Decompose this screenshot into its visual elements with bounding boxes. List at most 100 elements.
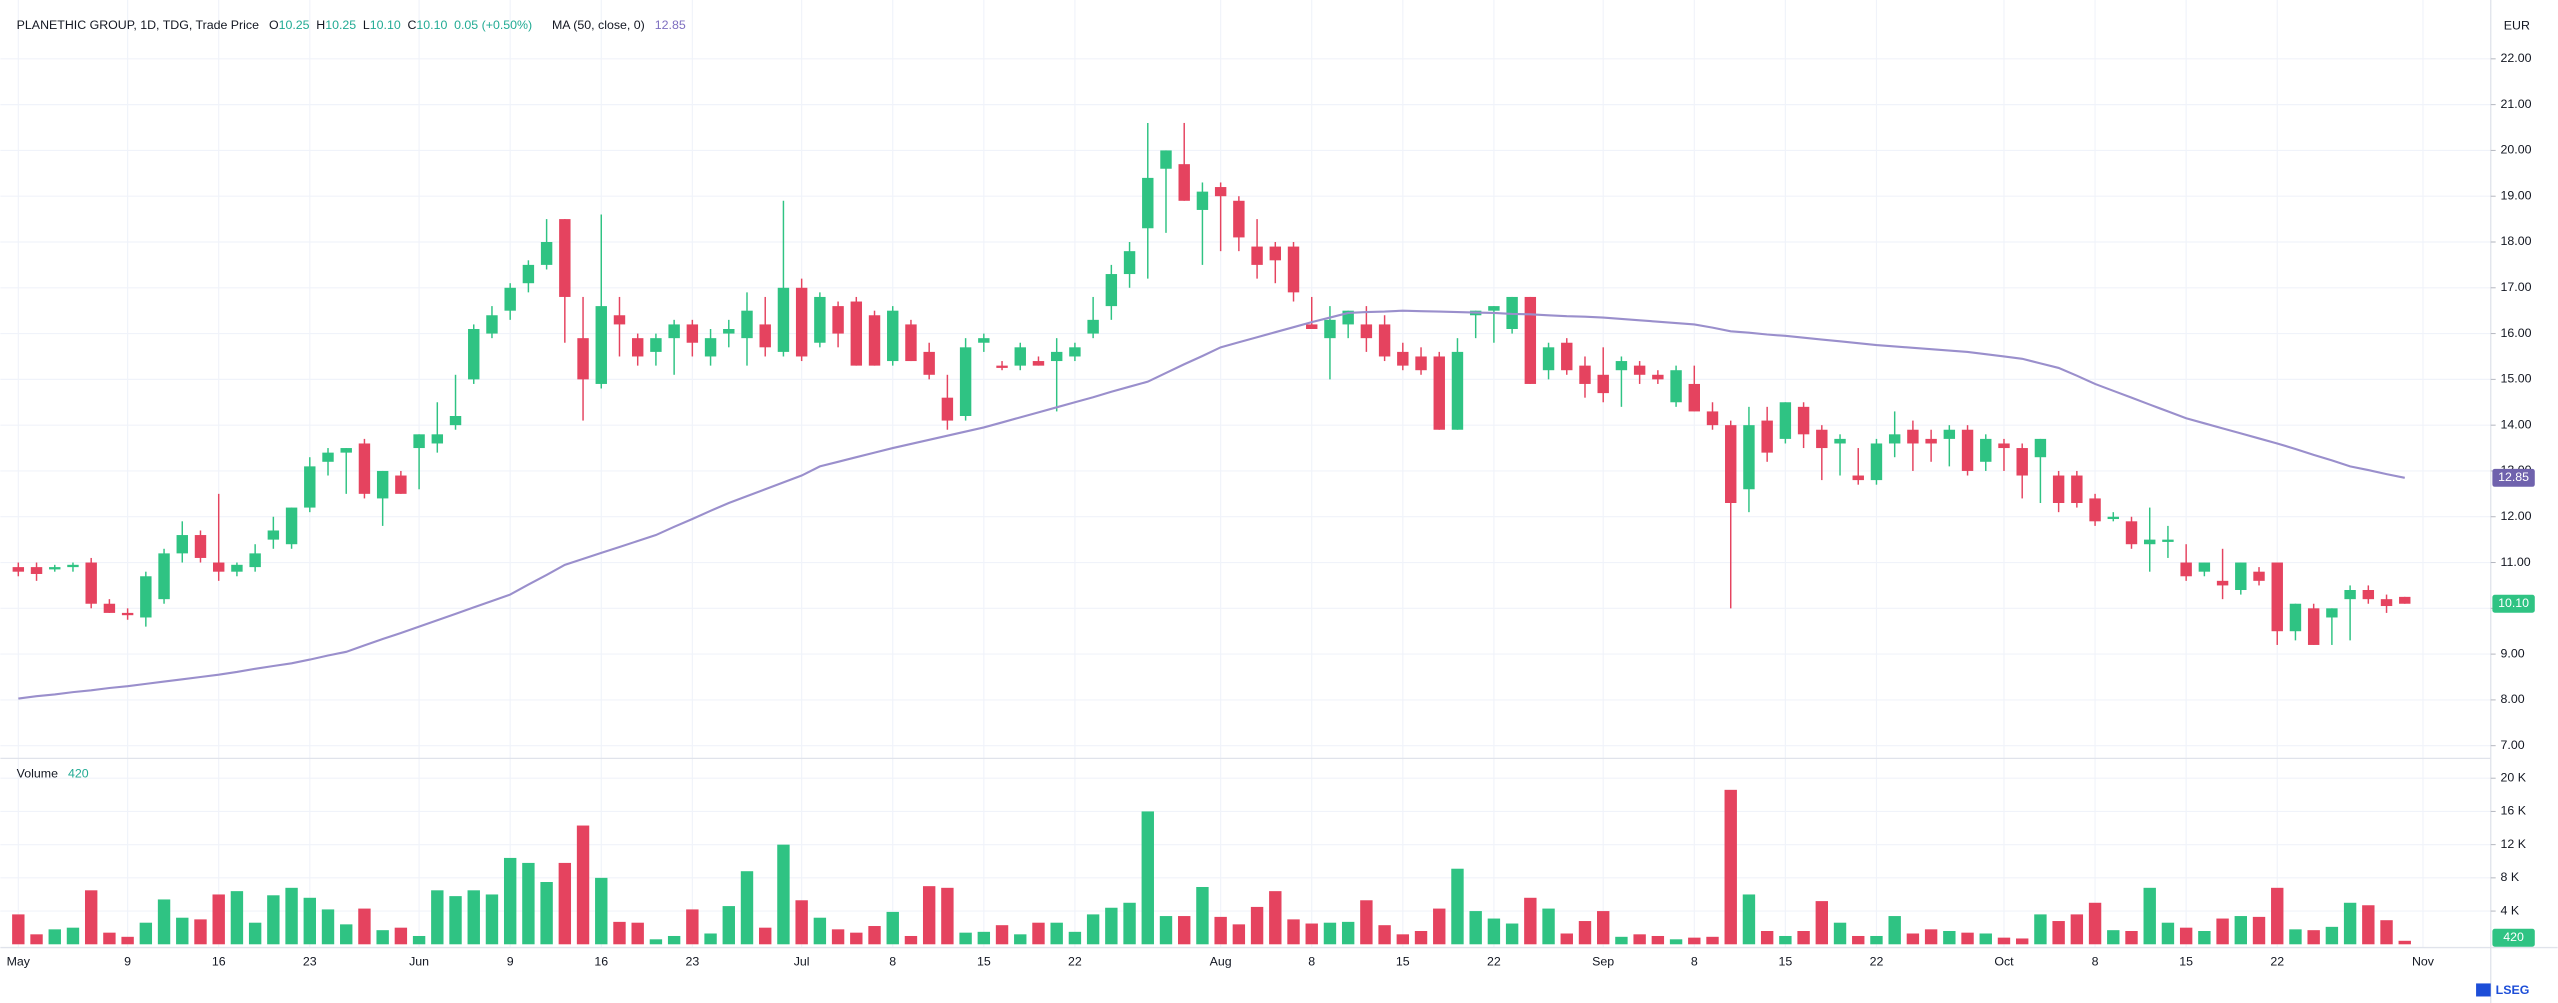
volume-bar xyxy=(1888,916,1901,945)
candle-body xyxy=(267,530,280,540)
y-tick-label: 14.00 xyxy=(2501,417,2532,431)
candle-body xyxy=(1907,429,1919,444)
candle-body xyxy=(1688,383,1700,412)
candle-body xyxy=(85,562,97,604)
candle-body xyxy=(1561,342,1573,371)
volume-bar xyxy=(248,922,262,945)
candle-body xyxy=(158,553,170,600)
volume-bar xyxy=(740,871,754,945)
candle-body xyxy=(1670,370,1682,403)
volume-bar xyxy=(1651,935,1665,945)
candle-body xyxy=(1397,351,1409,366)
x-tick-label: 9 xyxy=(124,954,131,968)
x-tick-label: 8 xyxy=(889,954,896,968)
candle-body xyxy=(1706,411,1719,426)
volume-bar xyxy=(1724,789,1737,945)
candle-body xyxy=(1032,361,1045,366)
candle-body xyxy=(522,264,535,284)
candle-body xyxy=(2198,562,2211,572)
candle-body xyxy=(2271,562,2283,632)
volume-bar xyxy=(412,935,426,945)
volume-bar xyxy=(2398,940,2411,945)
volume-bar xyxy=(759,927,772,945)
candle-body xyxy=(631,338,644,357)
candle-body xyxy=(2362,590,2375,600)
volume-bar xyxy=(1924,929,1938,945)
volume-bar xyxy=(1232,924,1246,945)
volume-bar xyxy=(1123,902,1136,945)
grid xyxy=(0,0,2491,948)
candle-body xyxy=(650,338,662,352)
candle-body xyxy=(2326,608,2338,618)
candle-body xyxy=(504,287,516,311)
volume-bar xyxy=(485,894,499,945)
volume-bar xyxy=(1524,897,1537,945)
candle-body xyxy=(850,301,863,366)
volume-bar xyxy=(2179,927,2193,945)
volume-bar xyxy=(230,891,244,945)
candle-body xyxy=(959,347,972,417)
y-tick-label: 18.00 xyxy=(2501,234,2532,248)
volume-bar xyxy=(376,930,389,945)
y-tick-label: 8.00 xyxy=(2501,692,2525,706)
candle-body xyxy=(2125,521,2138,545)
volume-bar xyxy=(1597,911,1610,945)
volume-bar xyxy=(449,896,462,945)
volume-bar xyxy=(467,890,480,945)
volume-bar xyxy=(1414,931,1428,945)
x-tick-label: 8 xyxy=(2092,954,2099,968)
candle-body xyxy=(1834,438,1846,444)
volume-bar xyxy=(613,921,626,945)
volume-bar xyxy=(2143,887,2156,945)
candle-body xyxy=(1069,347,1081,357)
volume-bar xyxy=(886,911,899,945)
volume-bar xyxy=(977,931,991,945)
volume-bar xyxy=(649,939,663,945)
volume-bar xyxy=(303,897,316,945)
candle-body xyxy=(1123,251,1136,275)
y-tick-label: 17.00 xyxy=(2501,280,2532,294)
volume-last-label: 420 xyxy=(2503,930,2524,944)
volume-bar xyxy=(795,900,808,945)
candle-body xyxy=(103,603,116,613)
candle-body xyxy=(2071,475,2083,504)
candle-body xyxy=(2216,580,2229,586)
volume-bar xyxy=(1086,914,1100,945)
volume-bar xyxy=(321,909,335,945)
candle-body xyxy=(1925,438,1937,444)
candle-body xyxy=(140,576,152,618)
candle-body xyxy=(1615,361,1628,371)
volume-bar xyxy=(868,926,881,945)
candle-body xyxy=(249,553,261,568)
candle-body xyxy=(559,219,571,297)
volume-bar xyxy=(1032,922,1045,945)
volume-bar xyxy=(1833,922,1847,945)
candle-body xyxy=(2107,516,2119,520)
volume-bar xyxy=(1178,916,1191,945)
candle-body xyxy=(1597,374,1609,394)
volume-bar xyxy=(1269,891,1282,945)
volume-bar xyxy=(704,933,717,945)
volume-bar xyxy=(1542,908,1555,945)
candle-body xyxy=(1852,475,1864,481)
candle-body xyxy=(1178,164,1190,201)
candle-body xyxy=(2399,596,2411,604)
volume-bar xyxy=(686,909,699,945)
volume-bar xyxy=(1979,933,1992,945)
candle-body xyxy=(1360,324,1373,339)
candle-body xyxy=(395,475,407,494)
volume-bar xyxy=(2070,914,2084,945)
volume-bar xyxy=(431,890,444,945)
ohlc-value: 10.25 xyxy=(325,18,356,32)
volume-bar xyxy=(2016,938,2029,945)
volume-tick-label: 12 K xyxy=(2501,837,2527,851)
brand-icon xyxy=(2476,983,2491,997)
volume-bar xyxy=(2307,930,2320,945)
currency: EUR xyxy=(2504,18,2530,32)
candle-body xyxy=(1269,246,1282,261)
candle-body xyxy=(741,310,753,339)
brand-logo: LSEG xyxy=(2476,983,2529,997)
candle-body xyxy=(2235,562,2247,591)
volume-bar xyxy=(1560,933,1573,945)
